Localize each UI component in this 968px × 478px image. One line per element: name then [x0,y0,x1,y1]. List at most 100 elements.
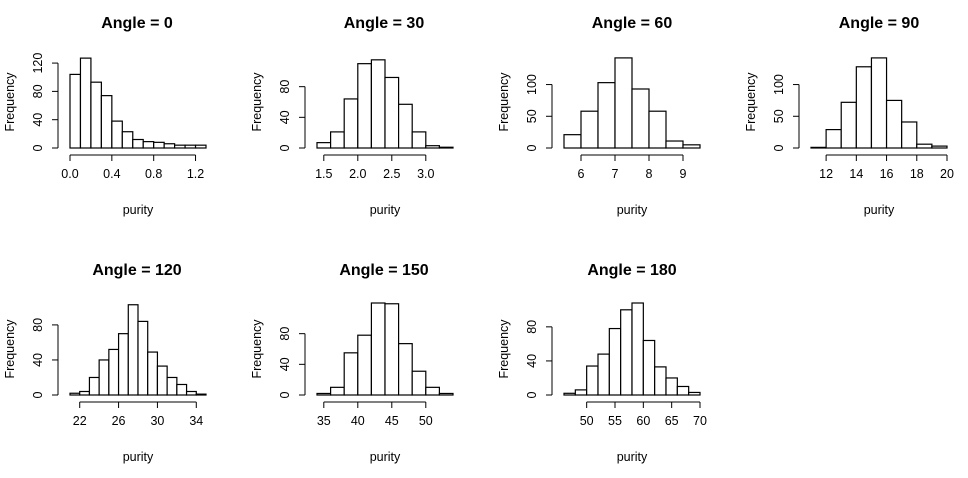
x-tick-label: 3.0 [417,167,434,181]
x-tick-label: 50 [580,414,594,428]
histogram-bar [343,98,359,149]
y-tick-label: 0 [31,144,45,151]
histogram-bar [654,366,667,396]
y-tick-label: 100 [525,74,539,95]
histogram-panel-2: Angle = 30 1.5 2.0 2.5 3.0 0 40 80 purity Frequen… [250,15,454,217]
y-tick-label: 50 [772,109,786,123]
x-axis-label: purity [617,203,648,217]
histogram-bar [142,141,155,149]
histogram-bar [597,353,610,396]
x-tick-label: 14 [849,167,863,181]
y-tick-label: 80 [525,320,539,334]
histogram-bar [855,66,873,149]
histogram-bar [597,82,616,149]
x-tick-label: 0.4 [103,167,120,181]
chart-title: Angle = 120 [92,262,181,279]
histogram-bar [438,146,454,149]
x-tick-label: 2.0 [349,167,366,181]
x-tick-label: 0.8 [145,167,162,181]
histogram-bar [111,120,123,149]
y-tick-label: 40 [31,353,45,367]
histogram-bar [398,343,413,396]
y-tick-label: 40 [278,110,292,124]
x-tick-label: 7 [612,167,619,181]
histogram-bar [688,391,701,396]
x-tick-label: 2.5 [383,167,400,181]
y-tick-label: 0 [278,144,292,151]
histogram-bar [121,131,134,149]
histogram-bar [411,370,427,396]
histogram-bar [620,309,633,396]
x-tick-label: 9 [680,167,687,181]
x-tick-label: 34 [189,414,203,428]
y-axis-label: Frequency [3,72,17,132]
y-axis-label: Frequency [250,72,264,132]
histogram-bar [586,365,599,396]
x-tick-label: 8 [646,167,653,181]
histogram-bar [108,348,120,396]
histogram-bar [195,393,207,396]
y-tick-label: 80 [278,327,292,341]
histogram-bar [425,386,440,396]
histogram-bar [117,333,129,396]
x-axis-label: purity [123,203,154,217]
y-axis-label: Frequency [744,72,758,132]
x-axis-label: purity [864,203,895,217]
x-tick-label: 1.2 [187,167,204,181]
chart-title: Angle = 180 [587,262,676,279]
y-tick-label: 50 [525,109,539,123]
histogram-bar [810,146,827,149]
histogram-bar [69,392,81,396]
x-tick-label: 6 [578,167,585,181]
histogram-panel-1: Angle = 0 0.0 0.4 0.8 1.2 0 40 80 120 purity Frequ… [3,15,207,217]
histogram-panel-3: Angle = 60 6 7 8 9 0 50 100 purity Frequency [497,15,701,217]
y-tick-label: 0 [31,391,45,398]
histogram-bar [88,376,100,396]
histogram-bar [682,144,701,149]
x-tick-label: 70 [693,414,707,428]
histogram-bar [384,76,400,149]
x-tick-label: 22 [73,414,87,428]
x-tick-label: 20 [940,167,954,181]
x-tick-label: 50 [419,414,433,428]
histogram-bar [631,88,650,149]
y-tick-label: 0 [525,391,539,398]
histogram-bar [916,143,933,149]
histogram-bar [137,320,149,396]
x-tick-label: 12 [819,167,833,181]
histogram-bar [194,144,207,149]
x-tick-label: 0.0 [61,167,78,181]
histogram-bar [574,389,588,396]
histogram-bar [357,334,372,396]
x-tick-label: 65 [665,414,679,428]
y-tick-label: 80 [31,318,45,332]
histogram-bar [90,81,102,149]
x-tick-label: 40 [351,414,365,428]
histogram-bar [370,302,386,396]
histogram-bar [665,140,684,149]
histogram-bar [343,352,359,396]
x-tick-label: 26 [112,414,126,428]
histogram-bar [580,110,599,149]
histogram-bar [563,392,576,396]
y-tick-label: 100 [772,74,786,95]
y-axis-label: Frequency [497,72,511,132]
x-tick-label: 45 [385,414,399,428]
histogram-bar [166,376,178,396]
histogram-bar [79,390,91,396]
histogram-bar [79,57,92,149]
histogram-bar [411,131,427,149]
histogram-bar [648,110,667,149]
histogram-bar [185,390,197,396]
histogram-bar [316,392,332,396]
x-tick-label: 55 [608,414,622,428]
histogram-bar [614,57,633,149]
histogram-panel-4: Angle = 90 12 14 16 18 20 0 50 100 purity Frequenc… [744,15,954,217]
histogram-bar [132,138,144,149]
histogram-bar [665,377,678,396]
y-tick-label: 80 [31,84,45,98]
y-axis-label: Frequency [250,319,264,379]
y-tick-label: 0 [525,144,539,151]
chart-title: Angle = 90 [839,15,920,32]
